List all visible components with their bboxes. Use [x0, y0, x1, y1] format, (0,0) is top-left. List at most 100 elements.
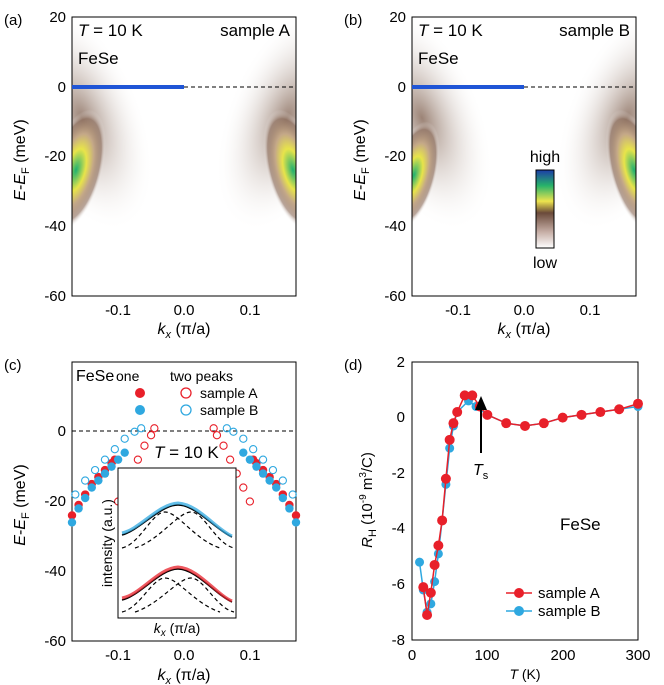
data-point	[520, 420, 530, 431]
ytick-d-m6: -6	[392, 576, 405, 593]
scatter-point	[100, 469, 110, 478]
legend-marker-b-two	[180, 404, 192, 416]
inset-data-bottom	[121, 565, 233, 603]
inset-x-label: kx (π/a)	[154, 620, 201, 639]
scatter-point	[265, 476, 274, 485]
scatter-point	[278, 493, 288, 503]
inset-frame	[117, 467, 237, 619]
band-glow-left-b	[412, 17, 494, 232]
scatter-point	[278, 476, 287, 485]
scatter-point	[245, 497, 255, 506]
ytick-d-m2: -2	[392, 465, 405, 482]
scatter-point	[80, 493, 90, 503]
scatter-point	[291, 511, 301, 520]
data-point	[433, 540, 444, 551]
data-point	[459, 390, 470, 401]
data-point	[614, 404, 625, 415]
data-point	[440, 473, 451, 484]
scatter-point	[225, 455, 235, 464]
scatter-point	[110, 445, 119, 454]
xtick-b-0: 0.0	[514, 302, 535, 319]
panel-a: (a) T = 10 K sample A FeSe 20 0 -20 -40 …	[4, 9, 297, 341]
scatter-point	[288, 490, 297, 499]
colorbar-high-label: high	[530, 149, 560, 166]
y-axis-label-d: RH (10-9 m3/C)	[358, 452, 379, 548]
colorbar	[535, 169, 555, 249]
panel-label-d: (d)	[344, 357, 362, 374]
scatter-point	[140, 441, 149, 450]
scatter-point	[258, 455, 268, 464]
temperature-b: T = 10 K	[418, 21, 483, 40]
sample-label-b: sample B	[559, 21, 630, 40]
scatter-point	[113, 455, 123, 464]
data-point	[437, 515, 448, 526]
ytick-d-2: 2	[397, 354, 405, 371]
scatter-point	[252, 462, 261, 471]
inset-peak-bottom-right	[134, 577, 235, 613]
intensity-spot-left-a	[72, 109, 106, 231]
xtick-b-01: 0.1	[580, 302, 601, 319]
ytick-d-0: 0	[397, 409, 405, 426]
ytick-d-m4: -4	[392, 520, 405, 537]
xtick-d-200: 200	[550, 647, 575, 664]
material-label-d: FeSe	[560, 515, 601, 534]
ytick-a-0: 0	[58, 79, 66, 96]
legend-d: sample A sample B	[506, 585, 601, 620]
panel-b: high low (b) T = 10 K sample B FeSe 20 0…	[344, 9, 637, 341]
ytick-a-m60: -60	[44, 288, 66, 305]
inset-peak-bottom-left	[121, 577, 221, 613]
data-point	[576, 409, 587, 420]
legend-one-header: one	[116, 368, 140, 384]
panel-c: (c) FeSe one two peaks sample A sample B…	[4, 357, 301, 685]
xtick-a-m01: -0.1	[105, 302, 131, 319]
material-label-b: FeSe	[418, 49, 459, 68]
data-point	[418, 582, 429, 593]
scatter-points-c	[67, 424, 301, 527]
scatter-point	[291, 518, 301, 527]
x-ticks-c: -0.1 0.0 0.1	[105, 647, 260, 664]
scatter-point	[74, 504, 83, 513]
scatter-point	[67, 518, 77, 527]
data-point	[501, 418, 512, 429]
scatter-point	[107, 462, 116, 471]
panel-label-b: (b)	[344, 12, 362, 29]
series-line-sample-b	[418, 399, 639, 615]
scatter-point	[239, 434, 248, 443]
scatter-point	[209, 424, 218, 433]
scatter-point	[239, 483, 248, 492]
legend-label-a-d: sample A	[538, 585, 600, 602]
panel-label-c: (c)	[4, 357, 22, 374]
y-ticks-d: 2 0 -2 -4 -6 -8	[392, 354, 405, 649]
xtick-c-m01: -0.1	[105, 647, 131, 664]
scatter-point	[94, 476, 103, 485]
ytick-a-m20: -20	[44, 148, 66, 165]
scatter-point	[272, 483, 281, 492]
ytick-b-20: 20	[389, 9, 406, 26]
data-point	[633, 398, 643, 409]
scatter-point	[120, 448, 129, 457]
panel-d: Ts FeSe sample A sample B (d) 2 0 -2 -4 …	[344, 354, 651, 682]
sample-label-a: sample A	[220, 21, 291, 40]
scatter-point	[71, 490, 80, 499]
xtick-c-0: 0.0	[174, 647, 195, 664]
xtick-d-100: 100	[474, 647, 499, 664]
xtick-d-0: 0	[408, 647, 416, 664]
inset-peak-top-left	[121, 511, 221, 549]
scatter-point	[239, 448, 248, 457]
legend-label-b-d: sample B	[538, 603, 601, 620]
scatter-point	[130, 427, 139, 436]
x-ticks-a: -0.1 0.0 0.1	[105, 302, 260, 319]
scatter-point	[120, 434, 129, 443]
scatter-point	[258, 469, 268, 478]
inset-peak-top-right	[134, 511, 235, 549]
scatter-point	[100, 455, 110, 464]
xtick-c-01: 0.1	[240, 647, 261, 664]
data-point	[425, 587, 436, 598]
y-ticks-a: 20 0 -20 -40 -60	[44, 9, 66, 305]
ytick-c-m40: -40	[44, 563, 66, 580]
x-axis-label-b: kx (π/a)	[498, 321, 551, 341]
legend-marker-b-one	[135, 405, 145, 415]
panel-label-a: (a)	[4, 12, 22, 29]
ytick-b-m40: -40	[384, 218, 406, 235]
